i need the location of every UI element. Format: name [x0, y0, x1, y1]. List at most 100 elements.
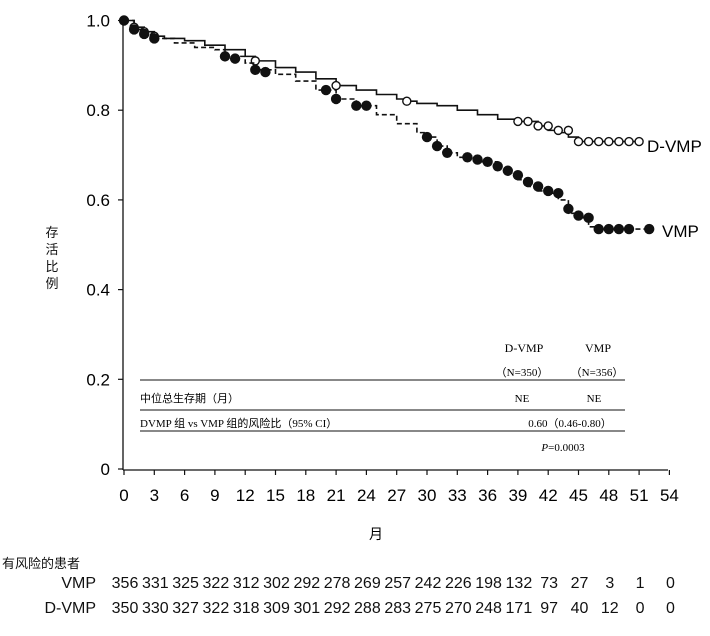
- inset-table: D-VMP VMP （N=350） （N=356） 中位总生存期（月） NE N…: [140, 341, 625, 454]
- marker-vmp: [492, 161, 503, 172]
- y-tick-label: 1.0: [86, 12, 110, 31]
- marker-d-vmp: [533, 121, 543, 131]
- y-tick-label: 0.2: [86, 370, 110, 389]
- x-tick-label: 12: [236, 486, 255, 505]
- y-tick-label: 0: [101, 460, 110, 479]
- inset-n-dvmp: （N=350）: [496, 366, 549, 379]
- marker-d-vmp: [614, 136, 624, 147]
- marker-vmp: [482, 156, 493, 167]
- marker-vmp: [553, 187, 564, 199]
- risk-value: 356: [111, 575, 139, 592]
- y-axis-title: 存活比例: [45, 225, 59, 291]
- risk-value: 0: [665, 600, 675, 617]
- marker-vmp: [260, 66, 271, 78]
- marker-d-vmp: [523, 116, 533, 127]
- inset-row2-label: DVMP 组 vs VMP 组的风险比（95% CI）: [140, 416, 337, 430]
- x-ticks: 0 3 6 9 12 15 18 21 24 27 30 33 36 39 42 45 48 51 54: [119, 470, 679, 505]
- risk-value: 288: [354, 600, 381, 617]
- marker-vmp: [543, 185, 554, 197]
- inset-p-letter: P: [540, 442, 548, 454]
- x-tick-label: 0: [119, 486, 128, 505]
- risk-value: 322: [202, 600, 230, 617]
- risk-value: 302: [263, 575, 290, 592]
- survival-chart: 00.20.40.60.81.0 0 3 6 9 12 15 18 21 24 27 30 33 36 3…: [86, 12, 702, 543]
- risk-value: 292: [293, 575, 321, 592]
- inset-row1-label: 中位总生存期（月）: [140, 391, 239, 405]
- curve-vmp: [124, 19, 650, 230]
- x-tick-label: 3: [150, 486, 159, 505]
- risk-value: 283: [384, 600, 412, 617]
- inset-header-dvmp: D-VMP: [505, 341, 544, 355]
- risk-value: 73: [540, 575, 559, 592]
- risk-value: 12: [600, 600, 619, 617]
- x-tick-label: 36: [478, 486, 497, 505]
- x-tick-label: 21: [327, 486, 346, 505]
- risk-value: 325: [172, 575, 199, 592]
- marker-vmp: [219, 51, 231, 62]
- risk-value: 97: [540, 600, 559, 617]
- inset-p-rest: =0.0003: [548, 442, 585, 454]
- marker-vmp: [623, 223, 635, 235]
- marker-d-vmp: [573, 136, 584, 147]
- risk-value: 0: [665, 575, 675, 592]
- risk-value: 257: [384, 575, 412, 592]
- risk-value: 3: [605, 575, 615, 592]
- marker-d-vmp: [583, 136, 594, 147]
- marker-vmp: [583, 212, 594, 224]
- x-tick-label: 24: [357, 486, 376, 505]
- x-tick-label: 6: [180, 486, 189, 505]
- marker-vmp: [573, 210, 584, 221]
- risk-value: 132: [505, 575, 533, 592]
- x-tick-label: 42: [539, 486, 558, 505]
- risk-value: 327: [172, 600, 199, 617]
- marker-vmp: [421, 131, 433, 143]
- marker-vmp: [320, 84, 332, 96]
- marker-d-vmp: [331, 80, 341, 91]
- marker-vmp: [330, 93, 342, 105]
- marker-d-vmp: [563, 125, 574, 136]
- risk-value: 322: [202, 575, 230, 592]
- x-tick-label: 51: [630, 486, 649, 505]
- survival-curves: [118, 15, 655, 235]
- y-tick-label: 0.4: [86, 281, 110, 300]
- inset-header-vmp: VMP: [585, 341, 611, 355]
- risk-table-title: 有风险的患者: [2, 556, 81, 571]
- x-tick-label: 18: [296, 486, 315, 505]
- curve-d-vmp: [124, 19, 640, 143]
- x-tick-label: 54: [660, 486, 679, 505]
- risk-value: 275: [414, 600, 442, 617]
- risk-value: 40: [570, 600, 589, 617]
- y-tick-label: 0.8: [86, 101, 110, 120]
- marker-vmp: [250, 64, 261, 76]
- risk-value: 318: [232, 600, 260, 617]
- risk-value: 198: [475, 575, 502, 592]
- marker-vmp: [139, 28, 150, 40]
- x-tick-label: 9: [210, 486, 219, 505]
- risk-value: 27: [570, 575, 589, 592]
- marker-vmp: [532, 181, 544, 192]
- risk-value: 312: [232, 575, 260, 592]
- risk-value: 330: [141, 600, 169, 617]
- series-label-dvmp: D-VMP: [647, 137, 702, 156]
- x-tick-label: 30: [418, 486, 437, 505]
- x-tick-label: 48: [599, 486, 618, 505]
- y-ticks: 0 0.2 0.4 0.6 0.8 1.0: [86, 12, 123, 479]
- marker-vmp: [361, 100, 372, 111]
- marker-d-vmp: [594, 136, 604, 147]
- risk-value: 0: [635, 600, 645, 617]
- risk-value: 292: [323, 600, 351, 617]
- x-tick-label: 39: [508, 486, 527, 505]
- risk-value: 270: [444, 600, 472, 617]
- marker-vmp: [442, 147, 453, 159]
- marker-vmp: [149, 33, 160, 44]
- marker-vmp: [603, 223, 614, 235]
- risk-value: 269: [354, 575, 381, 592]
- marker-vmp: [502, 165, 513, 176]
- risk-row-label: D-VMP: [44, 600, 96, 617]
- marker-vmp: [512, 170, 524, 181]
- marker-d-vmp: [402, 96, 412, 106]
- risk-row-label: VMP: [61, 575, 96, 592]
- marker-vmp: [472, 154, 483, 165]
- marker-vmp: [351, 100, 362, 111]
- risk-value: 301: [293, 600, 321, 617]
